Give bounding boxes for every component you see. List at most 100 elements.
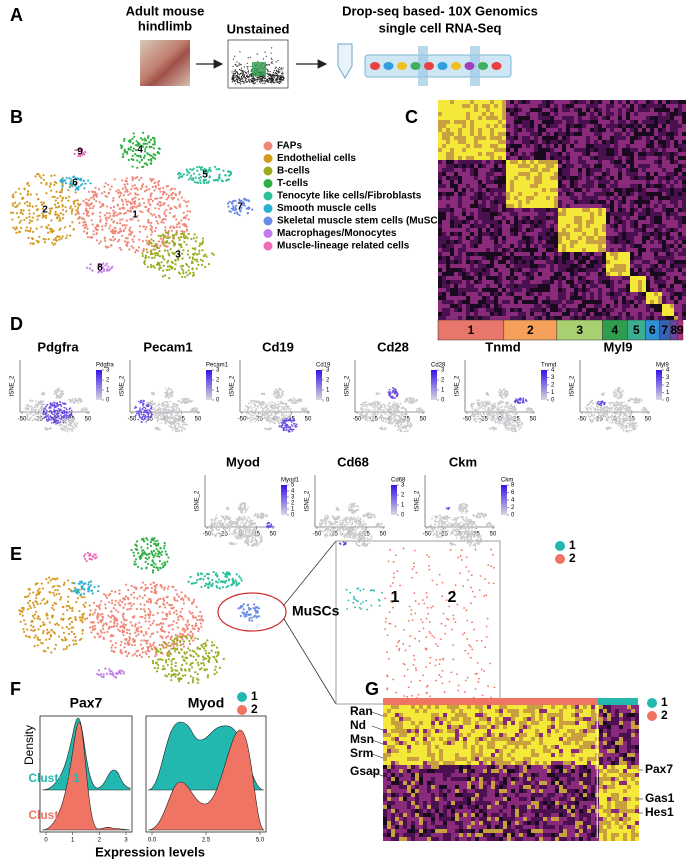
cell-point [231, 202, 234, 205]
cell-point [26, 190, 30, 193]
heat-cell [442, 148, 446, 152]
heat-cell [514, 280, 518, 284]
heat-cell [498, 252, 502, 256]
heat-cell [538, 316, 542, 320]
heat-cell [582, 212, 586, 216]
heat-cell [478, 300, 482, 304]
flow-dot [236, 77, 238, 79]
heat-cell [526, 280, 530, 284]
heat-cell [446, 164, 450, 168]
heat-cell [486, 168, 490, 172]
heat-cell [490, 296, 494, 300]
heat-cell [542, 208, 546, 212]
heat-cell [582, 184, 586, 188]
heat-cell [438, 244, 442, 248]
heat-cell [466, 232, 470, 236]
heat-cell [650, 156, 654, 160]
heat-cell [522, 184, 526, 188]
cell-point [18, 187, 21, 190]
cell-point [72, 175, 75, 179]
heat-cell [554, 276, 558, 280]
heat-cell [630, 132, 634, 136]
heat-cell [534, 132, 538, 136]
heat-cell [646, 304, 650, 308]
heat-cell [630, 120, 634, 124]
heat-cell [634, 312, 638, 316]
heat-cell [466, 196, 470, 200]
heat-cell [538, 260, 542, 264]
heat-cell [526, 220, 530, 224]
legend-label: Muscle-lineage related cells [277, 241, 410, 252]
heat-cell [554, 124, 558, 128]
heat-cell [494, 260, 498, 264]
cell-point [168, 211, 172, 215]
heat-cell [618, 260, 622, 264]
cell-point [97, 188, 101, 191]
heat-cell [554, 220, 558, 224]
heat-cell [450, 124, 454, 128]
heat-cell [462, 244, 466, 248]
heat-cell [646, 200, 650, 204]
heat-cell [618, 304, 622, 308]
heat-cell [502, 124, 506, 128]
cell-point [157, 188, 161, 191]
heat-cell [630, 128, 634, 132]
heat-cell [606, 292, 610, 296]
cell-point [200, 242, 204, 245]
cell-point [172, 237, 175, 240]
heat-cell [542, 272, 546, 276]
cell-point [118, 230, 122, 233]
heat-cell [566, 124, 570, 128]
heat-cell [450, 152, 454, 156]
heat-cell [618, 252, 622, 256]
heat-cell [526, 232, 530, 236]
cell-point [85, 212, 89, 215]
legend-swatch [263, 241, 273, 251]
heat-cell [442, 252, 446, 256]
heat-cell [438, 204, 442, 208]
cell-point [20, 226, 23, 230]
heat-cell [470, 152, 474, 156]
cell-point [166, 265, 170, 268]
heat-cell [590, 124, 594, 128]
heat-cell [638, 248, 642, 252]
flow-dot [275, 74, 278, 77]
heat-cell [526, 260, 530, 264]
heat-cell [618, 164, 622, 168]
cell-point [187, 218, 190, 221]
heat-cell [562, 164, 566, 168]
heat-cell [474, 176, 478, 180]
flow-dot [243, 74, 246, 76]
heat-cell [642, 308, 646, 312]
heat-cell [586, 144, 590, 148]
heat-cell [486, 180, 490, 184]
heat-cell [438, 156, 442, 160]
cell-point [204, 265, 207, 268]
heading: Unstained [227, 21, 290, 36]
heat-cell [590, 312, 594, 316]
heat-cell [482, 276, 486, 280]
heat-cell [622, 316, 626, 320]
heat-cell [562, 240, 566, 244]
heat-cell [598, 276, 602, 280]
cell-point [181, 264, 185, 267]
cell-point [163, 210, 166, 214]
heat-cell [514, 180, 518, 184]
heat-cell [558, 268, 562, 272]
cell-point [26, 200, 29, 204]
heat-cell [610, 248, 614, 252]
heat-cell [530, 128, 534, 132]
heat-cell [634, 180, 638, 184]
cell-point [43, 241, 47, 244]
heat-cell [518, 300, 522, 304]
cell-point [109, 230, 113, 233]
heat-cell [446, 276, 450, 280]
heat-cell [526, 136, 530, 140]
heat-cell [454, 264, 458, 268]
heat-cell [446, 144, 450, 148]
heat-cell [542, 292, 546, 296]
heat-cell [610, 164, 614, 168]
heat-cell [654, 244, 658, 248]
heat-cell [586, 304, 590, 308]
heat-cell [534, 144, 538, 148]
